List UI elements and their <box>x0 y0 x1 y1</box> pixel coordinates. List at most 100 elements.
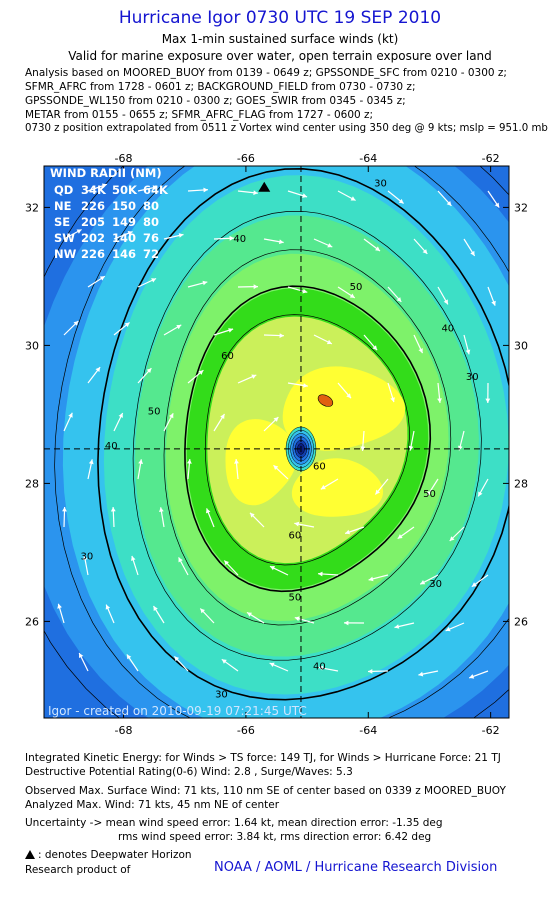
x-tick-label-top: -66 <box>237 152 255 165</box>
wind-arrowhead <box>273 465 279 470</box>
contour-line <box>54 166 509 718</box>
y-tick-label-left: 28 <box>25 477 39 490</box>
wind-arrowhead <box>427 490 432 496</box>
observed-line: Observed Max. Surface Wind: 71 kts, 110 … <box>25 785 506 797</box>
wind-arrowhead <box>375 489 380 495</box>
wind-arrowhead <box>95 367 101 372</box>
wind-radii-cell: 76 <box>143 231 159 245</box>
contour-label: 50 <box>288 593 301 604</box>
wind-arrowhead <box>320 484 326 490</box>
deepwater-legend: : denotes Deepwater Horizon <box>25 849 192 861</box>
wind-radii-table: WIND RADII (NM) QD 34K 50K 64K NE 226 150 80 SE 20… <box>50 166 169 261</box>
y-tick-label-left: 30 <box>25 339 39 352</box>
x-tick-label-top: -68 <box>115 152 133 165</box>
wind-arrowhead <box>318 571 323 577</box>
wind-arrowhead <box>469 674 475 679</box>
contour-label: 60 <box>288 531 301 542</box>
wind-arrowhead <box>105 604 111 610</box>
axis-ticks: -68 -68 -66 -66 -64 -64 -62 -62 26 26 28 28 30 30 32 32 <box>25 152 528 737</box>
wind-arrowhead <box>203 187 208 193</box>
wind-arrowhead <box>437 398 442 403</box>
wind-arrowhead <box>368 576 374 582</box>
x-tick-label-bottom: -64 <box>359 724 377 737</box>
x-tick-label-bottom: -66 <box>237 724 255 737</box>
y-tick-label-right: 32 <box>514 201 528 214</box>
contour-label: 40 <box>233 234 246 245</box>
wind-arrowhead <box>126 654 132 660</box>
wind-arrowhead <box>273 417 279 422</box>
wind-arrowhead <box>178 233 184 238</box>
contour-label: 60 <box>313 462 326 473</box>
wind-arrowhead <box>327 243 333 248</box>
wind-arrowhead <box>422 249 428 254</box>
contour-label: 30 <box>80 551 93 562</box>
wind-arrowhead <box>350 196 356 201</box>
wind-arrowhead <box>176 324 182 330</box>
ike-line: Integrated Kinetic Energy: for Winds > T… <box>25 752 501 764</box>
wind-arrowhead <box>138 459 143 464</box>
analyzed-line: Analyzed Max. Wind: 71 kts, 45 nm NE of … <box>25 799 280 811</box>
wind-arrowhead <box>250 512 255 518</box>
wind-radii-cell: 205 <box>81 215 105 229</box>
wind-arrowhead <box>101 183 107 188</box>
wind-radii-title: WIND RADII (NM) <box>50 166 162 180</box>
wind-arrowhead <box>465 349 471 355</box>
wind-arrowhead <box>420 580 426 585</box>
wind-arrowhead <box>470 250 475 256</box>
wind-arrowhead <box>200 608 205 614</box>
contour-label: 40 <box>105 441 118 452</box>
wind-arrowhead <box>73 321 79 326</box>
wind-arrowhead <box>76 229 82 234</box>
wind-arrowhead <box>326 339 332 345</box>
wind-arrowhead <box>228 328 234 333</box>
wind-arrowhead <box>294 616 300 622</box>
max-wind-marker <box>317 394 334 407</box>
wind-arrowhead <box>62 507 67 512</box>
wind-arrowhead <box>418 671 424 677</box>
wind-radii-cell: 72 <box>143 247 159 261</box>
x-tick-label-top: -64 <box>359 152 377 165</box>
wind-arrowhead <box>279 239 284 245</box>
wind-arrowhead <box>118 413 123 418</box>
wind-radii-cell: 226 <box>81 199 105 213</box>
wind-arrowhead <box>449 536 455 541</box>
contour-label: 30 <box>374 179 387 190</box>
wind-radii-cell: NE <box>54 199 72 213</box>
wind-arrowhead <box>396 297 402 302</box>
wind-arrowhead <box>485 398 491 403</box>
wind-arrowhead <box>202 280 208 286</box>
y-tick-label-left: 32 <box>25 201 39 214</box>
wind-arrowhead <box>375 246 380 251</box>
x-tick-label-bottom: -62 <box>482 724 500 737</box>
wind-arrowhead <box>478 491 483 497</box>
wind-arrowhead <box>368 669 373 674</box>
chart-title: Hurricane Igor 0730 UTC 19 SEP 2010 <box>118 8 442 28</box>
wind-radii-cell: 146 <box>112 247 136 261</box>
wind-arrowhead <box>82 555 88 561</box>
wind-radii-cell: NW <box>54 247 77 261</box>
wind-arrowhead <box>221 659 227 664</box>
wind-arrowhead <box>198 370 204 375</box>
noaa-credit-link[interactable]: NOAA / AOML / Hurricane Research Divisio… <box>214 860 498 875</box>
analysis-line-1: Analysis based on MOORED_BUOY from 0139 … <box>25 67 507 79</box>
wind-arrowhead <box>110 507 116 512</box>
wind-arrowhead <box>294 521 300 527</box>
wind-radii-cell: 149 <box>112 215 136 229</box>
wind-arrowhead <box>247 612 252 617</box>
analysis-line-4: METAR from 0155 - 0655 z; SFMR_AFRC_FLAG… <box>25 109 374 121</box>
wind-arrowhead <box>494 202 500 208</box>
wind-radii-header-cell: 64K <box>143 183 169 197</box>
dpr-line: Destructive Potential Rating(0-6) Wind: … <box>25 766 353 778</box>
wind-radii-cell: 140 <box>112 231 136 245</box>
wind-arrowhead <box>349 293 355 298</box>
wind-arrowhead <box>153 606 158 611</box>
wind-arrowhead <box>345 529 350 535</box>
wind-arrowhead <box>445 626 451 632</box>
x-tick-label-bottom: -68 <box>115 724 133 737</box>
wind-arrowhead <box>394 624 400 629</box>
contour-label: 30 <box>466 372 479 383</box>
wind-arrowhead <box>124 322 130 328</box>
wind-arrowhead <box>146 368 152 373</box>
contour-line <box>97 167 509 701</box>
